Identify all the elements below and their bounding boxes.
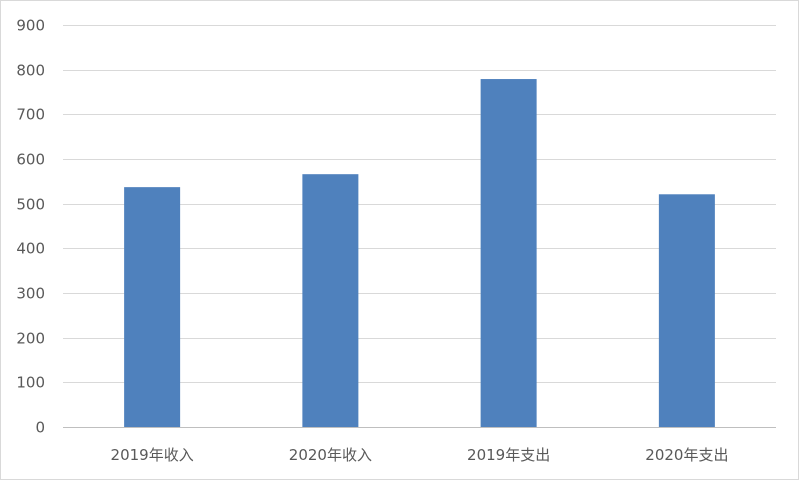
x-tick-label-4: 2020年支出 [645,446,728,464]
y-tick-label-400: 400 [16,240,45,258]
y-tick-label-800: 800 [16,62,45,80]
x-tick-label-2: 2020年收入 [289,446,372,464]
y-tick-label-500: 500 [16,196,45,214]
bar-1 [124,187,181,427]
x-axis-tick-labels: 2019年收入 2020年收入 2019年支出 2020年支出 [111,446,729,464]
x-tick-label-1: 2019年收入 [111,446,194,464]
bars [124,79,715,428]
gridlines [63,25,776,383]
y-axis-tick-labels: 0 100 200 300 400 500 600 700 800 900 [16,17,45,437]
y-tick-label-0: 0 [35,419,45,437]
y-tick-label-600: 600 [16,151,45,169]
bar-3 [480,79,537,428]
y-tick-label-700: 700 [16,106,45,124]
y-tick-label-300: 300 [16,285,45,303]
x-tick-label-3: 2019年支出 [467,446,550,464]
y-tick-label-200: 200 [16,330,45,348]
y-tick-label-900: 900 [16,17,45,35]
y-tick-label-100: 100 [16,374,45,392]
bar-2 [302,174,359,427]
bar-4 [658,194,715,427]
